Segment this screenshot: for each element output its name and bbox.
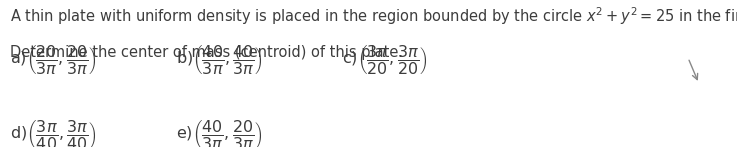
Text: e)$\left(\dfrac{40}{3\pi},\dfrac{20}{3\pi}\right)$: e)$\left(\dfrac{40}{3\pi},\dfrac{20}{3\p… — [175, 117, 262, 147]
Text: c)$\left(\dfrac{3\pi}{20},\dfrac{3\pi}{20}\right)$: c)$\left(\dfrac{3\pi}{20},\dfrac{3\pi}{2… — [342, 43, 427, 76]
Text: d)$\left(\dfrac{3\pi}{40},\dfrac{3\pi}{40}\right)$: d)$\left(\dfrac{3\pi}{40},\dfrac{3\pi}{4… — [10, 117, 97, 147]
Text: a)$\left(\dfrac{20}{3\pi},\dfrac{20}{3\pi}\right)$: a)$\left(\dfrac{20}{3\pi},\dfrac{20}{3\p… — [10, 43, 96, 76]
Text: Determine the center of mass (centroid) of this plate.: Determine the center of mass (centroid) … — [10, 45, 402, 60]
Text: b)$\left(\dfrac{40}{3\pi},\dfrac{40}{3\pi}\right)$: b)$\left(\dfrac{40}{3\pi},\dfrac{40}{3\p… — [175, 43, 262, 76]
Text: A thin plate with uniform density is placed in the region bounded by the circle : A thin plate with uniform density is pla… — [10, 6, 737, 27]
